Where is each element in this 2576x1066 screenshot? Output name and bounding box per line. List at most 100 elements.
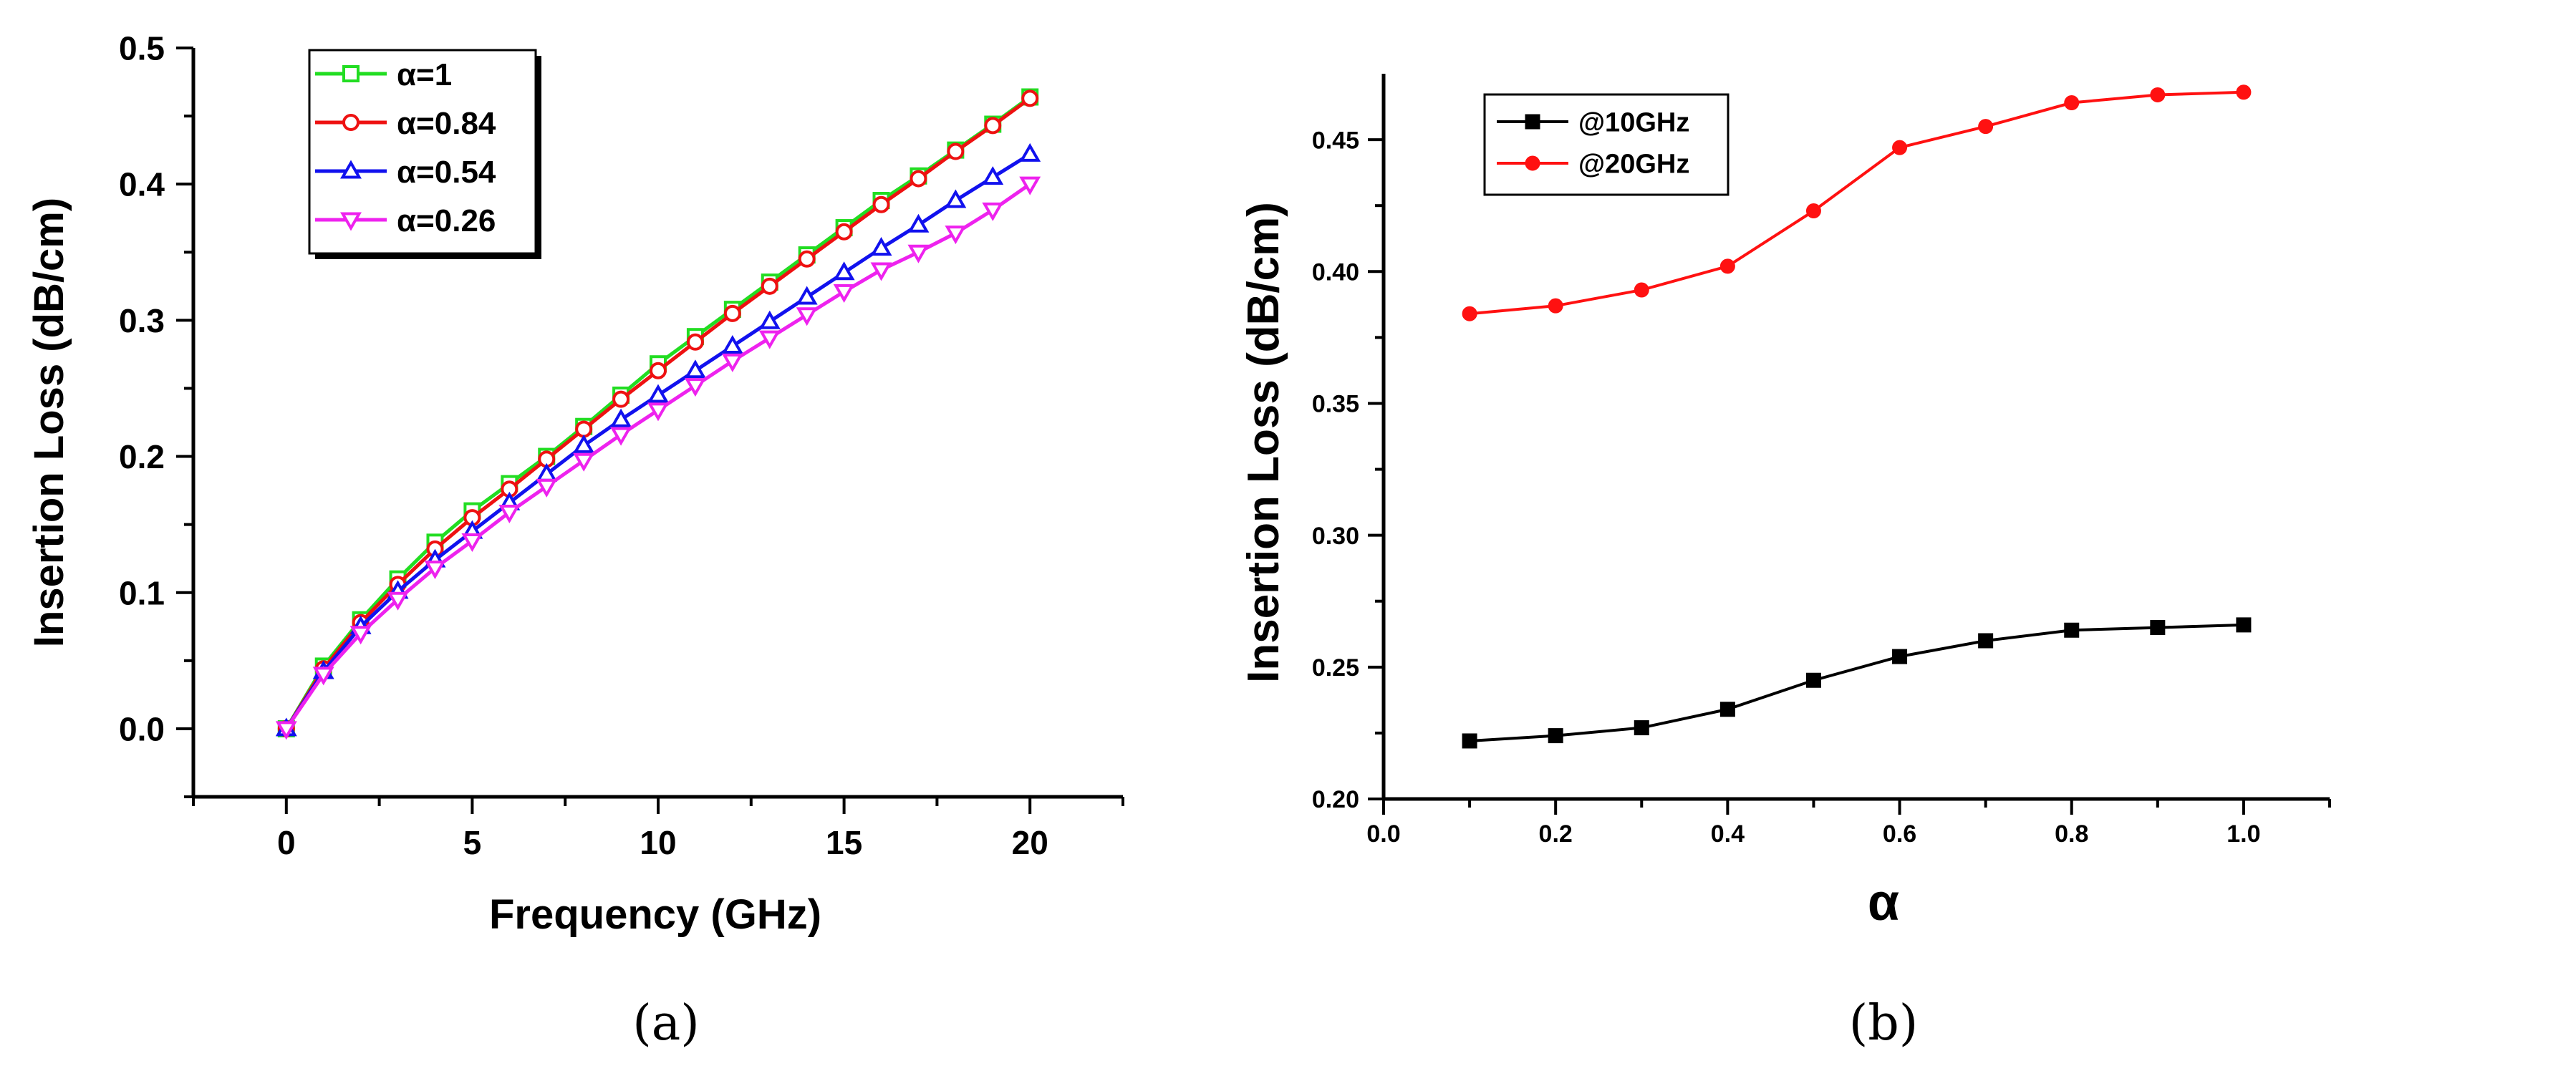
legend-label: @20GHz <box>1578 150 1689 180</box>
data-point <box>982 202 1004 221</box>
data-point <box>835 223 853 241</box>
data-point <box>2150 620 2166 636</box>
y-tick-label: 0.4 <box>119 166 165 203</box>
y-tick-label: 0.30 <box>1312 523 1359 550</box>
data-point <box>1019 142 1041 162</box>
data-point <box>796 286 818 305</box>
y-tick-label: 0.40 <box>1312 259 1359 286</box>
data-point <box>387 591 409 611</box>
chart-panel-b: 0.0 0.2 0.4 0.6 0.8 1.0 0.20 0.25 0.30 0.35 0.40 0… <box>1239 74 2331 1052</box>
data-point <box>1019 176 1041 195</box>
y-tick-label: 0.35 <box>1312 391 1359 418</box>
data-point <box>349 626 372 645</box>
x-tick-label: 0.2 <box>1539 820 1573 848</box>
y-tick-label: 0.2 <box>119 438 165 475</box>
data-point <box>1719 702 1735 717</box>
data-point <box>2236 84 2252 100</box>
y-axis-label: Insertion Loss (dB/cm) <box>1239 202 1288 683</box>
legend-label: @10GHz <box>1578 108 1689 138</box>
y-tick-label: 0.20 <box>1312 786 1359 813</box>
data-point <box>910 170 927 188</box>
x-tick-label: 0.6 <box>1883 820 1916 848</box>
data-point <box>2236 617 2252 633</box>
data-point <box>498 505 521 524</box>
x-tick-label: 0.8 <box>2055 820 2088 848</box>
x-tick-label: 0.0 <box>1366 820 1400 848</box>
legend-marker <box>342 65 360 82</box>
data-point <box>610 408 632 427</box>
series-@20GHz <box>1462 84 2252 321</box>
legend-item: α=0.26 <box>315 203 496 238</box>
x-axis-label: Frequency (GHz) <box>489 891 821 938</box>
y-tick-label: 0.5 <box>119 30 165 67</box>
data-point <box>758 330 781 349</box>
series-α=0.26 <box>275 176 1041 740</box>
legend-item: α=1 <box>315 57 452 92</box>
data-point <box>1892 140 1908 155</box>
data-point <box>424 560 446 580</box>
legend-marker <box>340 212 362 231</box>
y-tick-label: 0.3 <box>119 302 165 339</box>
x-tick-label: 0.4 <box>1711 820 1745 848</box>
data-point <box>612 390 630 408</box>
series-line <box>1469 90 2244 316</box>
data-point <box>1634 720 1649 736</box>
data-point <box>1462 306 1477 321</box>
data-point <box>1978 633 1994 649</box>
data-point <box>758 310 781 329</box>
y-tick-label: 0.45 <box>1312 127 1359 154</box>
chart-panel-a: 0 5 10 15 20 0.0 0.1 0.2 0.3 0.4 0.5 Frequency (G… <box>26 30 1124 1052</box>
data-point <box>798 250 816 268</box>
data-point <box>761 277 778 295</box>
series-@10GHz <box>1462 617 2252 749</box>
legend-item: @20GHz <box>1497 150 1689 180</box>
data-point <box>1548 728 1563 744</box>
data-point <box>945 226 967 245</box>
x-tick-label: 20 <box>1012 824 1048 861</box>
legend-marker <box>1525 155 1540 171</box>
data-point <box>610 427 632 446</box>
data-point <box>1462 733 1477 749</box>
data-point <box>686 333 704 351</box>
data-point <box>536 478 558 498</box>
data-point <box>575 420 593 438</box>
legend-box <box>1483 93 1730 196</box>
data-point <box>721 353 743 372</box>
x-tick-label: 1.0 <box>2227 820 2260 848</box>
data-point <box>647 402 669 422</box>
data-point <box>872 195 890 213</box>
legend-item: @10GHz <box>1497 108 1689 138</box>
data-point <box>870 237 892 256</box>
data-point <box>2064 95 2080 111</box>
data-point <box>1892 649 1908 664</box>
data-point <box>647 384 669 403</box>
x-axis-label: α <box>1868 874 1899 931</box>
y-tick-label: 0.1 <box>119 574 165 611</box>
legend-item: α=0.54 <box>315 155 496 190</box>
data-point <box>2064 622 2080 638</box>
data-point <box>1548 298 1563 314</box>
data-point <box>1805 203 1821 219</box>
data-point <box>833 261 855 281</box>
data-point <box>2150 87 2166 102</box>
series-α=0.84 <box>277 89 1039 737</box>
data-point <box>723 304 741 322</box>
data-point <box>945 189 967 208</box>
data-point <box>461 533 483 552</box>
data-point <box>870 262 892 281</box>
y-tick-label: 0.25 <box>1312 654 1359 682</box>
data-point <box>796 307 818 326</box>
data-point <box>1634 282 1649 298</box>
x-tick-label: 5 <box>463 824 482 861</box>
y-tick-label: 0.0 <box>119 710 165 747</box>
data-point <box>573 452 595 472</box>
x-tick-label: 15 <box>826 824 862 861</box>
data-point <box>1719 258 1735 274</box>
series-line <box>284 183 1031 730</box>
data-point <box>907 244 930 263</box>
data-point <box>684 359 706 379</box>
data-point <box>1805 672 1821 688</box>
data-point <box>275 721 297 740</box>
data-point <box>721 334 743 354</box>
